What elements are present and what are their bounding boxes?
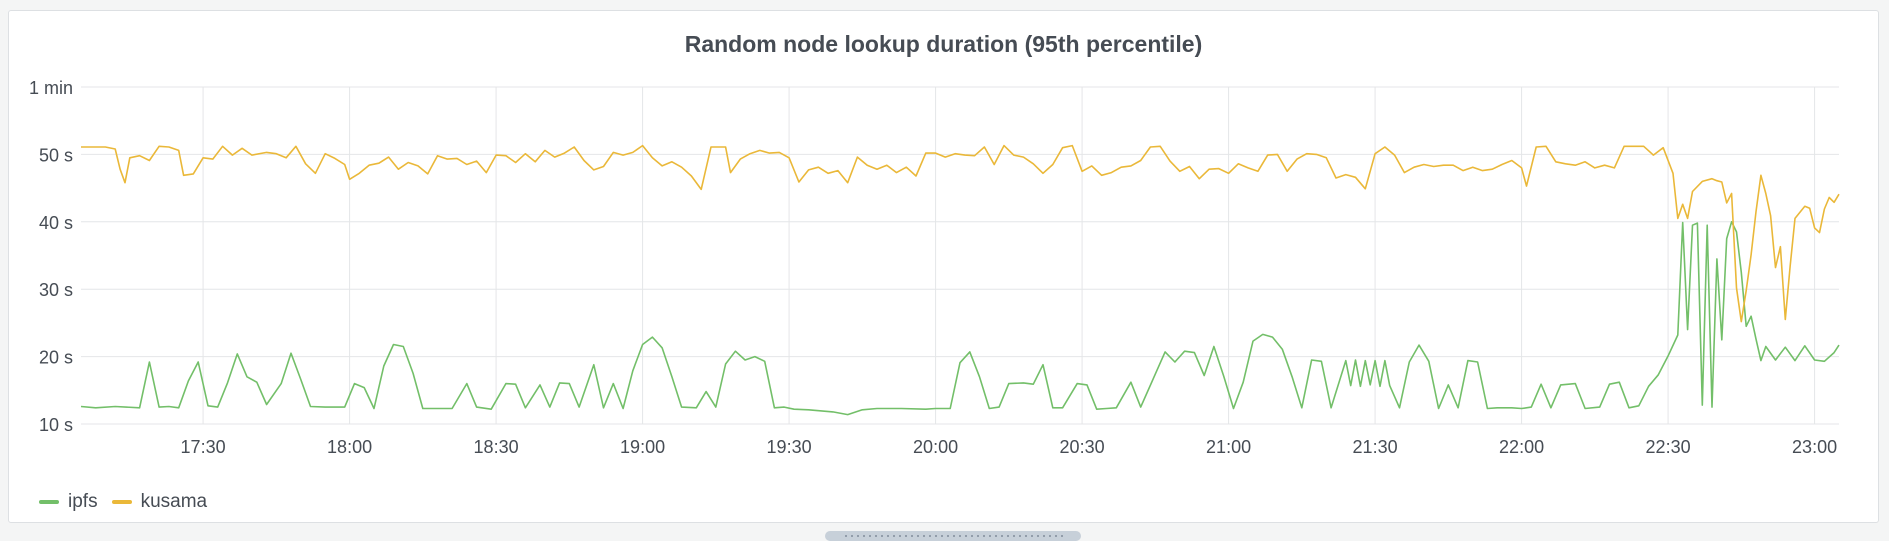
panel-title[interactable]: Random node lookup duration (95th percen… [684,31,1203,57]
chart-panel: Random node lookup duration (95th percen… [8,10,1880,541]
series-lines [80,144,1840,416]
legend-item-kusama[interactable]: kusama [111,491,208,513]
resize-grip [843,535,1063,537]
legend-label-kusama: kusama [140,491,208,512]
legend: ipfs kusama [39,491,207,513]
vertical-gridlines [202,87,1816,424]
y-tick-label: 1 min [29,78,73,98]
series-line-ipfs[interactable] [80,221,1840,416]
x-tick-label: 17:30 [181,437,226,457]
x-tick-label: 19:30 [767,437,812,457]
legend-label-ipfs: ipfs [68,491,98,512]
x-tick-label: 22:00 [1499,437,1544,457]
x-tick-label: 20:30 [1060,437,1105,457]
legend-item-ipfs[interactable]: ipfs [39,491,98,513]
panel-resize-handle[interactable] [825,531,1081,541]
x-tick-label: 18:00 [327,437,372,457]
x-tick-label: 19:00 [620,437,665,457]
y-tick-label: 50 s [39,145,73,165]
x-tick-label: 21:30 [1353,437,1398,457]
y-axis-tick-labels: 1 min 50 s 40 s 30 s 20 s 10 s [29,78,73,435]
y-tick-label: 20 s [39,348,73,368]
x-axis-tick-labels: 17:30 18:00 18:30 19:00 19:30 20:00 20:30 21:00… [181,437,1838,457]
x-tick-label: 23:00 [1792,437,1837,457]
horizontal-gridlines [81,86,1839,425]
series-line-kusama[interactable] [81,144,1840,323]
x-tick-label: 20:00 [913,437,958,457]
x-tick-label: 21:00 [1206,437,1251,457]
line-chart[interactable]: 1 min 50 s 40 s 30 s 20 s 10 s 17:30 18:00 18:3… [9,11,1880,524]
y-tick-label: 30 s [39,280,73,300]
legend-swatch-ipfs [39,500,59,504]
legend-swatch-kusama [111,500,132,504]
x-tick-label: 18:30 [474,437,519,457]
y-tick-label: 40 s [39,213,73,233]
x-tick-label: 22:30 [1646,437,1691,457]
y-tick-label: 10 s [39,415,73,435]
